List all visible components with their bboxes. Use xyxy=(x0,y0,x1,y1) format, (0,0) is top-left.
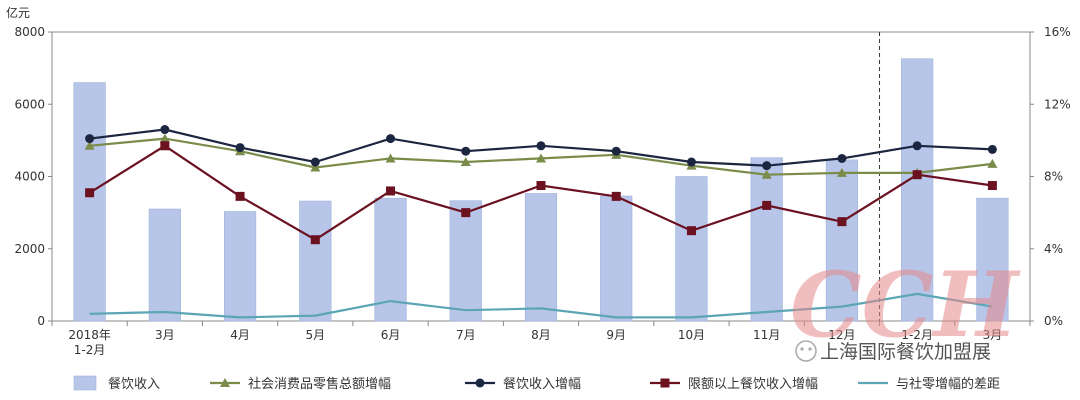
data-point xyxy=(160,141,170,151)
x-tick-label: 7月 xyxy=(456,328,476,342)
bar xyxy=(73,82,106,322)
bar xyxy=(449,200,482,322)
left-tick-label: 2000 xyxy=(14,242,45,256)
right-tick-label: 12% xyxy=(1044,97,1071,111)
bars-layer xyxy=(73,58,1009,322)
right-tick-label: 8% xyxy=(1044,170,1063,184)
bar xyxy=(223,211,257,322)
x-tick-label: 3月 xyxy=(983,328,1003,342)
legend-label: 餐饮收入 xyxy=(108,376,160,392)
data-point xyxy=(460,157,471,167)
watermark-logo-letters: CCH xyxy=(790,252,1021,358)
legend-label: 餐饮收入增幅 xyxy=(503,376,581,392)
data-point xyxy=(536,181,546,191)
data-point xyxy=(611,191,621,201)
data-point xyxy=(837,153,847,163)
data-point xyxy=(761,169,772,179)
x-tick-label: 11月 xyxy=(753,328,780,342)
data-point xyxy=(836,167,847,177)
bar xyxy=(750,157,783,322)
left-axis: 0 2000 4000 6000 8000 xyxy=(14,25,52,328)
x-tick-label: 1-2月 xyxy=(901,328,933,342)
data-point xyxy=(461,208,471,218)
legend-label: 限额以上餐饮收入增幅 xyxy=(688,376,818,392)
x-tick-label: 12月 xyxy=(828,328,855,342)
watermark-text: 上海国际餐饮加盟展 xyxy=(820,341,991,363)
legend-label: 社会消费品零售总额增幅 xyxy=(248,376,391,392)
left-tick-label: 4000 xyxy=(14,170,45,184)
x-tick-label: 5月 xyxy=(305,328,325,342)
legend: 餐饮收入 社会消费品零售总额增幅 餐饮收入增幅 限额以上餐饮收入增幅 与社零增幅的差距 xyxy=(73,375,1000,392)
data-point xyxy=(762,200,772,210)
x-tick-label: 9月 xyxy=(606,328,626,342)
data-point xyxy=(987,144,997,154)
bar xyxy=(299,200,332,322)
legend-marker xyxy=(660,378,670,388)
data-point xyxy=(386,186,396,196)
x-tick-label: 1-2月 xyxy=(74,343,106,357)
legend-marker xyxy=(475,378,485,388)
wechat-icon xyxy=(795,340,817,362)
data-point xyxy=(310,157,320,167)
data-point xyxy=(837,217,847,227)
data-point xyxy=(987,181,997,191)
bar xyxy=(976,197,1009,322)
data-point xyxy=(912,170,922,180)
x-tick-label: 2018年 xyxy=(68,328,111,342)
left-tick-label: 0 xyxy=(37,314,45,328)
data-point xyxy=(160,125,170,135)
data-point xyxy=(686,157,696,167)
right-tick-label: 0% xyxy=(1044,314,1063,328)
x-tick-label: 4月 xyxy=(230,328,250,342)
left-tick-label: 6000 xyxy=(14,97,45,111)
data-point xyxy=(912,141,922,151)
x-tick-label: 3月 xyxy=(155,328,175,342)
bar xyxy=(524,193,558,322)
right-tick-label: 4% xyxy=(1044,242,1063,256)
data-point xyxy=(536,141,546,151)
data-point xyxy=(159,133,170,143)
data-point xyxy=(310,235,320,245)
legend-swatch xyxy=(73,375,97,391)
series-line xyxy=(89,292,993,319)
data-point xyxy=(461,146,471,156)
x-tick-label: 8月 xyxy=(531,328,551,342)
right-tick-label: 16% xyxy=(1044,25,1071,39)
data-point xyxy=(310,162,321,172)
data-point xyxy=(84,140,95,150)
data-point xyxy=(987,158,998,168)
right-axis: 0% 4% 8% 12% 16% xyxy=(1030,25,1071,328)
bar xyxy=(901,58,934,322)
left-tick-label: 8000 xyxy=(14,25,45,39)
left-axis-unit: 亿元 xyxy=(6,5,30,20)
bar xyxy=(675,176,708,322)
data-point xyxy=(386,134,396,144)
data-point xyxy=(235,143,245,153)
watermark-logo: CCH xyxy=(790,252,1021,362)
data-point xyxy=(686,226,696,236)
data-point xyxy=(85,188,95,198)
data-point xyxy=(611,146,621,156)
data-point xyxy=(85,134,95,144)
bar xyxy=(825,159,859,322)
x-tick-label: 10月 xyxy=(678,328,705,342)
bar xyxy=(600,195,633,322)
data-point xyxy=(762,161,772,171)
legend-marker xyxy=(220,378,230,387)
data-point xyxy=(385,153,396,163)
legend-label: 与社零增幅的差距 xyxy=(896,376,1000,392)
data-point xyxy=(536,153,546,163)
bar xyxy=(148,208,181,322)
x-tick-label: 6月 xyxy=(381,328,401,342)
data-point xyxy=(235,191,245,201)
lines-layer xyxy=(84,125,998,319)
